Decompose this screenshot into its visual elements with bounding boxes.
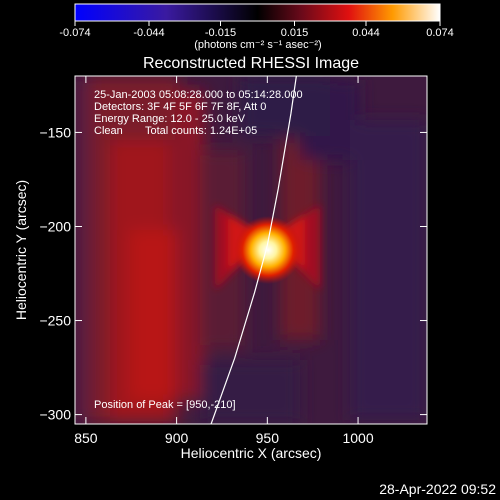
annotation-detectors: Detectors: 3F 4F 5F 6F 7F 8F, Att 0 — [94, 101, 266, 113]
annotation-time: 25-Jan-2003 05:08:28.000 to 05:14:28.000 — [94, 89, 303, 101]
solar-limb-curve — [210, 76, 297, 424]
colorbar-tick-label: 0.044 — [352, 27, 380, 39]
annotation-counts: Total counts: 1.24E+05 — [145, 125, 257, 137]
colorbar-units: (photons cm⁻² s⁻¹ asec⁻²) — [194, 39, 321, 51]
footer-timestamp: 28-Apr-2022 09:52 — [379, 481, 496, 497]
heatmap-image — [75, 76, 427, 424]
colorbar-tick-label: -0.015 — [205, 27, 236, 39]
x-tick-label: 950 — [256, 430, 280, 446]
colorbar-ticks: -0.074 -0.044 -0.015 0.015 0.044 0.074 — [59, 21, 454, 39]
colorbar-tick-label: 0.074 — [426, 27, 454, 39]
colorbar-tick-label: -0.074 — [59, 27, 90, 39]
x-axis-ticks: 850 900 950 1000 — [74, 76, 374, 446]
flux-peak — [234, 216, 302, 284]
colorbar — [74, 3, 441, 22]
annotation-peak-position: Position of Peak = [950,-210] — [94, 399, 236, 411]
chart-title: Reconstructed RHESSI Image — [143, 55, 359, 72]
y-tick-label: −300 — [39, 407, 71, 423]
x-tick-label: 1000 — [342, 430, 373, 446]
annotation-energy: Energy Range: 12.0 - 25.0 keV — [94, 113, 246, 125]
y-tick-label: −200 — [39, 218, 71, 234]
plot-frame — [74, 75, 428, 425]
x-axis-label: Heliocentric X (arcsec) — [181, 445, 322, 461]
y-tick-label: −150 — [39, 124, 71, 140]
colorbar-tick-label: -0.044 — [133, 27, 164, 39]
annotation-clean: Clean — [94, 125, 123, 137]
x-tick-label: 850 — [74, 430, 98, 446]
x-tick-label: 900 — [165, 430, 189, 446]
y-tick-label: −250 — [39, 313, 71, 329]
y-axis-ticks: −150 −200 −250 −300 — [39, 124, 427, 423]
colorbar-tick-label: 0.015 — [281, 27, 309, 39]
y-axis-label: Heliocentric Y (arcsec) — [13, 180, 29, 320]
